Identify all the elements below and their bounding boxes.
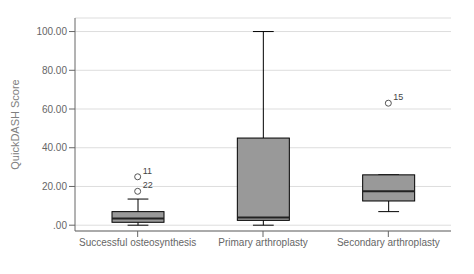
svg-text:QuickDASH Score: QuickDASH Score xyxy=(9,79,21,169)
svg-text:40.00: 40.00 xyxy=(42,142,67,153)
svg-text:Successful osteosynthesis: Successful osteosynthesis xyxy=(79,237,196,248)
svg-text:Primary arthroplasty: Primary arthroplasty xyxy=(218,237,307,248)
svg-text:22: 22 xyxy=(143,180,153,190)
svg-text:100.00: 100.00 xyxy=(36,26,67,37)
svg-text:11: 11 xyxy=(143,166,152,176)
svg-text:Secondary arthroplasty: Secondary arthroplasty xyxy=(337,237,440,248)
svg-text:80.00: 80.00 xyxy=(42,65,67,76)
svg-text:15: 15 xyxy=(393,92,403,102)
svg-text:20.00: 20.00 xyxy=(42,181,67,192)
svg-text:60.00: 60.00 xyxy=(42,104,67,115)
svg-text:.00: .00 xyxy=(53,220,67,231)
